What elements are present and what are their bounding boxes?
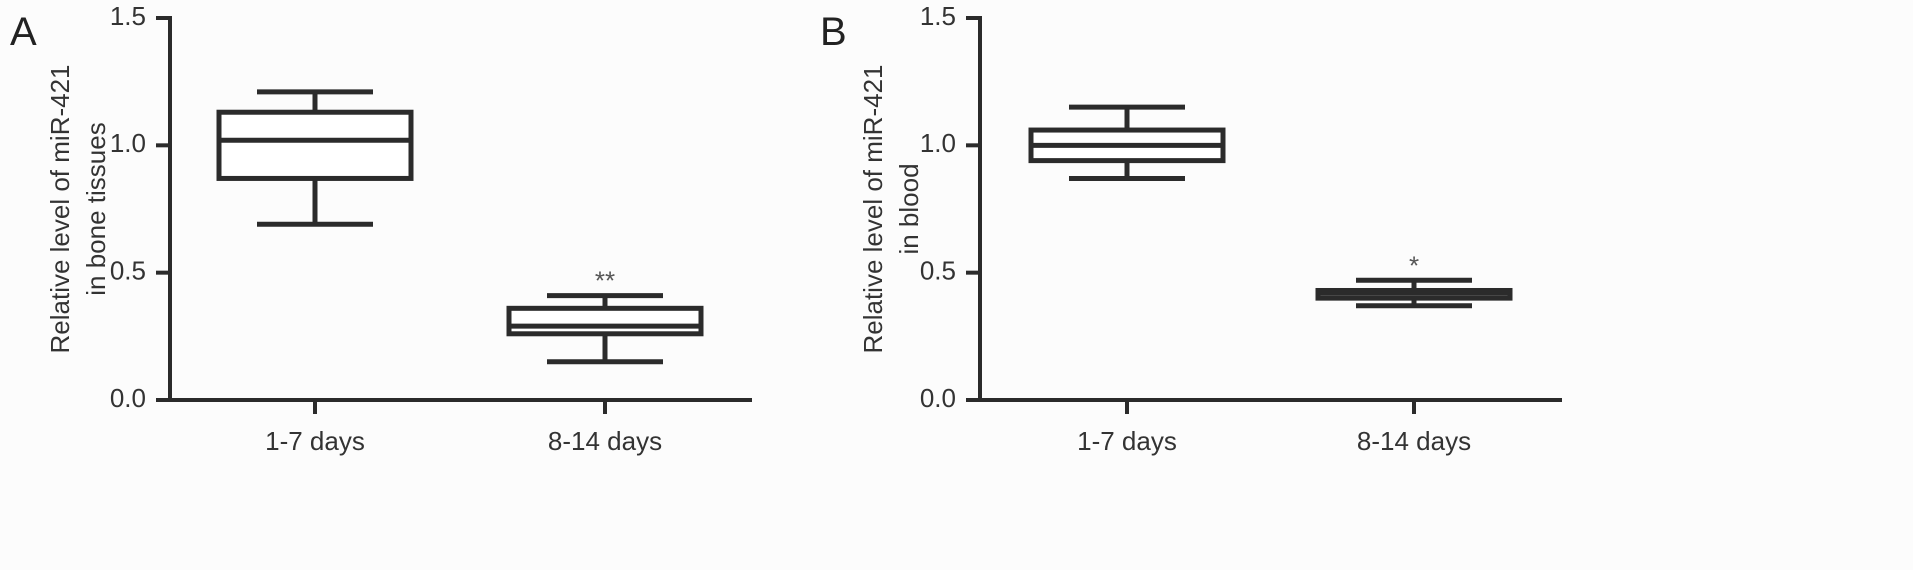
y-tick-label: 1.5 [920, 1, 956, 31]
x-tick-label: 8-14 days [548, 426, 662, 456]
panel-b: B Relative level of miR-421 in blood 0.0 0.5… [820, 1, 1562, 456]
panel-label: A [10, 10, 37, 54]
x-tick-label: 1-7 days [265, 426, 365, 456]
y-tick-label: 1.5 [110, 1, 146, 31]
box-1 [1028, 104, 1226, 181]
y-tick-label: 0.5 [110, 256, 146, 286]
panel-label: B [820, 10, 847, 54]
significance-marker: * [1409, 250, 1419, 280]
y-tick-label: 0.5 [920, 256, 956, 286]
y-axis-label: in bone tissues [81, 122, 111, 295]
y-tick-label: 0.0 [110, 383, 146, 413]
x-tick-label: 1-7 days [1077, 426, 1177, 456]
panel-a: A Relative level of miR-421 in bone tissue… [10, 1, 752, 456]
box-body [506, 305, 704, 337]
y-tick-label: 1.0 [110, 128, 146, 158]
y-tick-label: 1.0 [920, 128, 956, 158]
y-axis-label: Relative level of miR-421 [45, 64, 75, 353]
box-body [216, 109, 414, 181]
y-axis-label: in blood [894, 163, 924, 254]
box-1 [216, 89, 414, 227]
significance-marker: ** [595, 266, 615, 296]
box-2: * [1315, 250, 1513, 309]
y-axis-label: Relative level of miR-421 [858, 64, 888, 353]
box-2: ** [506, 266, 704, 365]
y-tick-label: 0.0 [920, 383, 956, 413]
x-tick-label: 8-14 days [1357, 426, 1471, 456]
